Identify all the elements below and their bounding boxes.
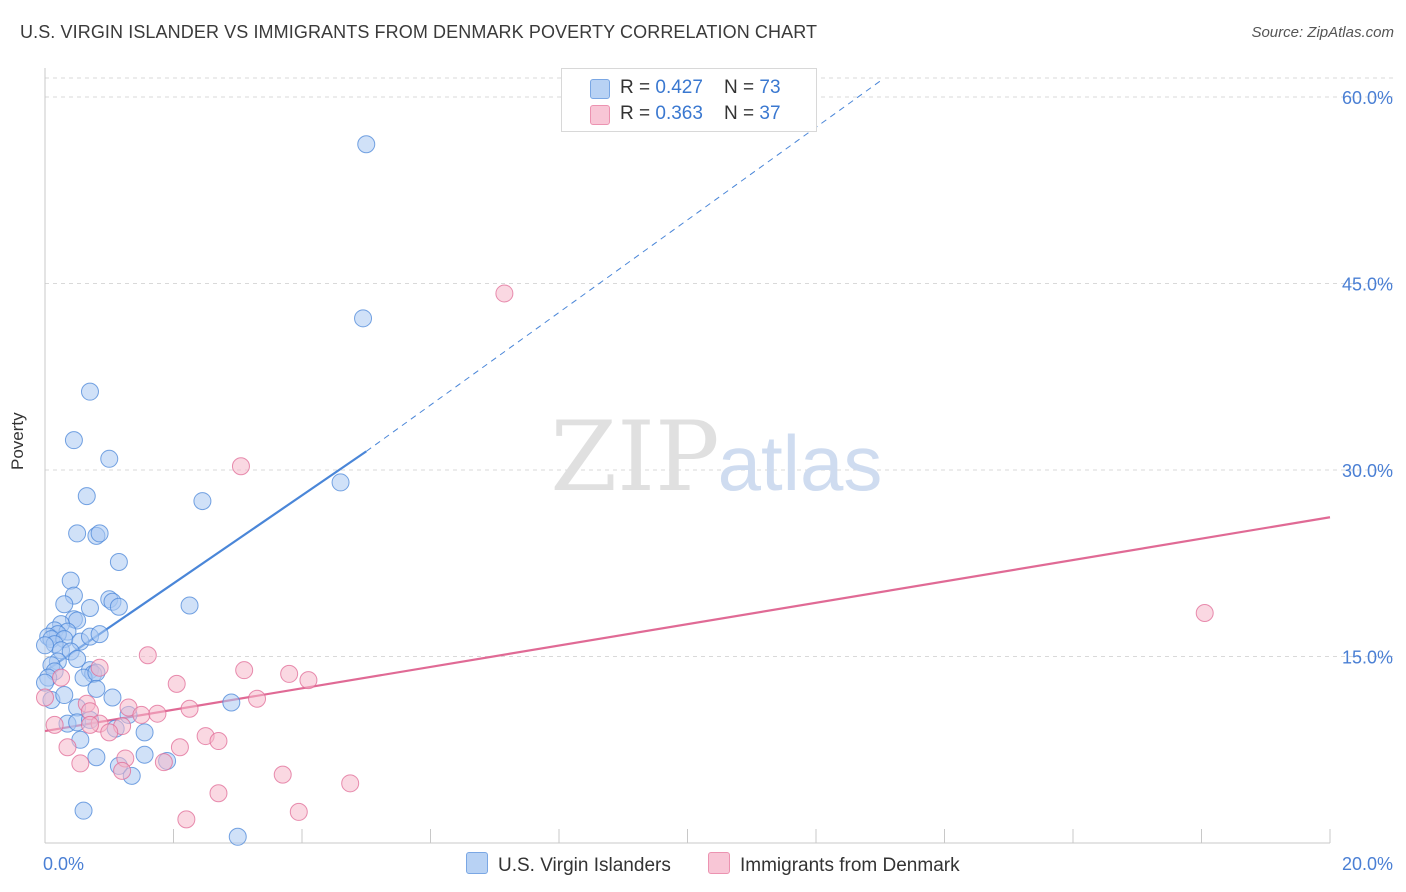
watermark: ZIP atlas <box>550 401 882 513</box>
point-denmark <box>299 671 318 690</box>
point-denmark <box>148 704 167 723</box>
point-denmark <box>180 699 199 718</box>
point-virgin-islanders <box>135 723 154 742</box>
legend-r-value: 0.427 <box>655 77 703 98</box>
legend-n-value: 37 <box>759 103 781 124</box>
legend-swatch-blue <box>590 79 610 99</box>
point-denmark <box>80 715 99 734</box>
point-denmark <box>58 738 77 757</box>
point-virgin-islanders <box>222 693 241 712</box>
point-virgin-islanders <box>55 595 74 614</box>
tick-labels: 15.0% 30.0% 45.0% 60.0% 0.0% 20.0% <box>43 88 1393 874</box>
point-denmark <box>231 457 250 476</box>
point-denmark <box>71 754 90 773</box>
point-virgin-islanders <box>36 636 54 655</box>
data-points <box>36 135 1214 846</box>
source-label: Source: ZipAtlas.com <box>1251 24 1394 41</box>
point-denmark <box>209 784 228 803</box>
point-denmark <box>289 802 308 821</box>
point-virgin-islanders <box>228 827 247 846</box>
point-denmark <box>170 738 189 757</box>
trend-extension-virgin-islanders <box>365 80 881 452</box>
legend-swatch-pink <box>590 105 610 125</box>
legend-r-label: R = <box>620 77 656 98</box>
point-denmark <box>113 761 132 780</box>
point-denmark <box>280 664 299 683</box>
point-denmark <box>154 753 173 772</box>
gridlines <box>45 77 1395 657</box>
point-denmark <box>45 715 64 734</box>
point-denmark <box>1195 603 1214 622</box>
bottom-legend-label: Immigrants from Denmark <box>740 855 960 876</box>
point-virgin-islanders <box>68 524 87 543</box>
point-virgin-islanders <box>109 553 128 572</box>
point-denmark <box>235 661 254 680</box>
y-tick-label: 15.0% <box>1342 648 1393 668</box>
point-virgin-islanders <box>109 597 128 616</box>
point-virgin-islanders <box>80 599 99 618</box>
axes <box>44 68 1331 844</box>
point-virgin-islanders <box>87 679 106 698</box>
point-virgin-islanders <box>55 686 74 705</box>
point-virgin-islanders <box>357 135 376 154</box>
legend-r-value: 0.363 <box>655 103 703 124</box>
point-denmark <box>177 810 196 829</box>
bottom-legend-virgin-islanders: U.S. Virgin Islanders <box>466 852 671 877</box>
point-denmark <box>248 689 267 708</box>
bottom-legend-swatch-blue <box>466 852 488 874</box>
point-denmark <box>52 668 71 687</box>
bottom-legend-label: U.S. Virgin Islanders <box>498 855 671 876</box>
point-denmark <box>167 674 186 693</box>
point-virgin-islanders <box>68 649 87 668</box>
point-denmark <box>100 723 119 742</box>
bottom-legend-swatch-pink <box>708 852 730 874</box>
y-tick-label: 60.0% <box>1342 88 1393 108</box>
legend-n-label: N = <box>724 77 760 98</box>
point-virgin-islanders <box>180 596 199 615</box>
point-virgin-islanders <box>90 625 109 644</box>
point-virgin-islanders <box>100 449 119 468</box>
point-denmark <box>273 765 292 784</box>
point-denmark <box>495 284 514 303</box>
x-tick-label: 0.0% <box>43 854 84 874</box>
point-denmark <box>90 658 109 677</box>
point-virgin-islanders <box>64 431 83 450</box>
legend-n-value: 73 <box>759 77 781 98</box>
point-denmark <box>138 646 157 665</box>
point-virgin-islanders <box>354 309 373 328</box>
point-denmark <box>36 688 54 707</box>
legend: R = 0.427 N = 73 R = 0.363 N = 37 <box>561 68 817 132</box>
point-denmark <box>209 732 228 751</box>
point-denmark <box>341 774 360 793</box>
point-virgin-islanders <box>61 571 80 590</box>
point-virgin-islanders <box>90 524 109 543</box>
watermark-zip: ZIP <box>550 401 719 513</box>
bottom-legend-denmark: Immigrants from Denmark <box>708 852 960 877</box>
point-virgin-islanders <box>103 688 122 707</box>
x-tick-label: 20.0% <box>1342 854 1393 874</box>
point-virgin-islanders <box>331 473 350 492</box>
point-virgin-islanders <box>135 745 154 764</box>
point-virgin-islanders <box>87 748 106 767</box>
point-virgin-islanders <box>80 382 99 401</box>
y-tick-label: 45.0% <box>1342 275 1393 295</box>
y-tick-label: 30.0% <box>1342 461 1393 481</box>
legend-r-label: R = <box>620 103 656 124</box>
point-denmark <box>132 705 151 724</box>
legend-n-label: N = <box>724 103 760 124</box>
point-virgin-islanders <box>193 492 212 511</box>
watermark-atlas: atlas <box>718 419 883 507</box>
chart-title: U.S. VIRGIN ISLANDER VS IMMIGRANTS FROM … <box>20 22 818 42</box>
point-virgin-islanders <box>74 801 93 820</box>
point-virgin-islanders <box>77 487 96 506</box>
